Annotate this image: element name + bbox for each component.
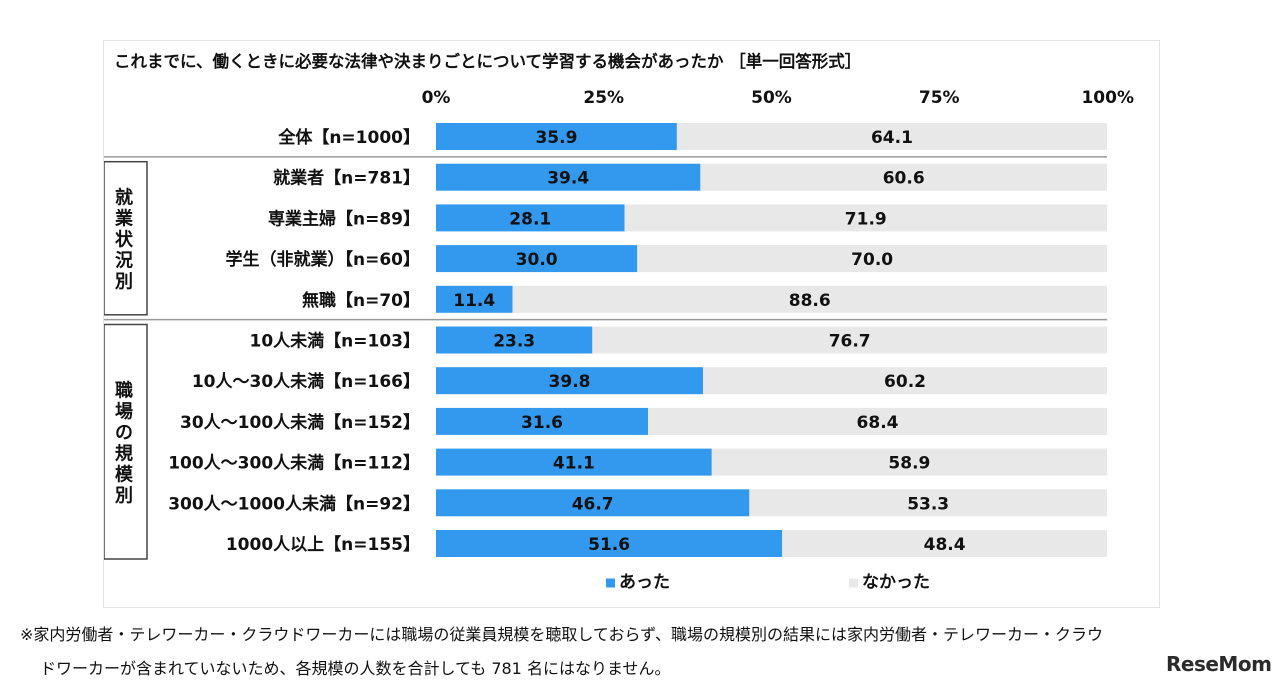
data-label: 39.8 xyxy=(549,372,591,392)
bar-segment xyxy=(436,123,677,150)
data-label: 46.7 xyxy=(572,494,614,514)
data-label: 70.0 xyxy=(851,250,893,270)
data-label: 60.2 xyxy=(884,372,926,392)
data-label: 28.1 xyxy=(509,209,551,229)
bar-segment xyxy=(436,407,649,435)
category-label: 専業主婦【n=89】 xyxy=(268,208,420,229)
x-tick-label: 25% xyxy=(583,88,624,108)
category-label: 10人～30人未満【n=166】 xyxy=(192,371,420,392)
category-label: 学生（非就業）【n=60】 xyxy=(225,249,420,270)
bar-segment xyxy=(700,163,1107,191)
data-label: 48.4 xyxy=(924,535,966,555)
bar-segment xyxy=(676,123,1107,150)
x-tick-label: 0% xyxy=(422,88,451,108)
group-label: 就業状況別 xyxy=(114,186,134,292)
category-label: 1000人以上【n=155】 xyxy=(226,534,420,555)
legend-label: なかった xyxy=(862,573,930,593)
bar-segment xyxy=(436,367,704,395)
data-label: 88.6 xyxy=(789,291,831,311)
bar-segment xyxy=(703,367,1107,395)
group-box xyxy=(104,323,148,560)
x-tick-label: 50% xyxy=(751,88,792,108)
data-label: 64.1 xyxy=(871,128,913,148)
bar-segment xyxy=(436,204,625,232)
bar-segment xyxy=(436,530,783,557)
data-label: 30.0 xyxy=(516,250,558,270)
data-label: 35.9 xyxy=(535,128,577,148)
bar-segment xyxy=(436,245,638,273)
data-label: 60.6 xyxy=(883,169,925,189)
data-label: 68.4 xyxy=(857,413,899,433)
bar-segment xyxy=(711,448,1107,476)
bar-segment xyxy=(624,204,1107,232)
legend-swatch xyxy=(849,578,858,588)
bar-segment xyxy=(637,245,1107,273)
category-label: 300人～1000人未満【n=92】 xyxy=(168,493,420,514)
stacked-bar-chart: これまでに、働くときに必要な法律や決まりごとについて学習する機会があったか ［単… xyxy=(104,51,1134,593)
bar-segment xyxy=(648,407,1107,435)
bar-segment xyxy=(436,285,513,313)
bar-segment xyxy=(436,489,750,517)
x-tick-label: 75% xyxy=(919,88,960,108)
chart-frame: これまでに、働くときに必要な法律や決まりごとについて学習する機会があったか ［単… xyxy=(103,40,1160,608)
category-label: 30人～100人未満【n=152】 xyxy=(180,412,420,433)
data-label: 71.9 xyxy=(845,209,887,229)
data-label: 51.6 xyxy=(588,535,630,555)
data-label: 41.1 xyxy=(553,454,595,474)
data-label: 23.3 xyxy=(493,332,535,352)
chart-title: これまでに、働くときに必要な法律や決まりごとについて学習する機会があったか ［単… xyxy=(114,51,861,71)
bar-segment xyxy=(436,448,712,476)
resemom-logo: ReseMom xyxy=(1166,652,1272,676)
group-label: 職場の規模別 xyxy=(115,379,134,506)
data-label: 11.4 xyxy=(453,291,495,311)
bar-segment xyxy=(749,489,1107,517)
footnote-line-2: ドワーカーが含まれていないため、各規模の人数を合計しても 781 名にはなりませ… xyxy=(40,659,671,678)
footnote-line-1: ※家内労働者・テレワーカー・クラウドワーカーには職場の従業員規模を聴取しておらず… xyxy=(20,625,1104,644)
bar-segment xyxy=(782,530,1107,557)
bar-segment xyxy=(512,285,1107,313)
category-label: 100人～300人未満【n=112】 xyxy=(168,453,420,474)
bar-segment xyxy=(436,326,593,354)
category-label: 無職【n=70】 xyxy=(302,290,420,311)
legend-swatch xyxy=(606,578,615,588)
bar-segment xyxy=(436,163,701,191)
data-label: 58.9 xyxy=(888,454,930,474)
group-box xyxy=(104,160,148,316)
data-label: 76.7 xyxy=(829,332,871,352)
x-tick-label: 100% xyxy=(1081,88,1134,108)
data-label: 31.6 xyxy=(521,413,563,433)
category-label: 全体【n=1000】 xyxy=(277,127,420,148)
data-label: 39.4 xyxy=(547,169,589,189)
category-label: 10人未満【n=103】 xyxy=(250,331,421,352)
data-label: 53.3 xyxy=(907,494,949,514)
legend-label: あった xyxy=(619,573,670,593)
category-label: 就業者【n=781】 xyxy=(273,168,420,189)
bar-segment xyxy=(592,326,1107,354)
